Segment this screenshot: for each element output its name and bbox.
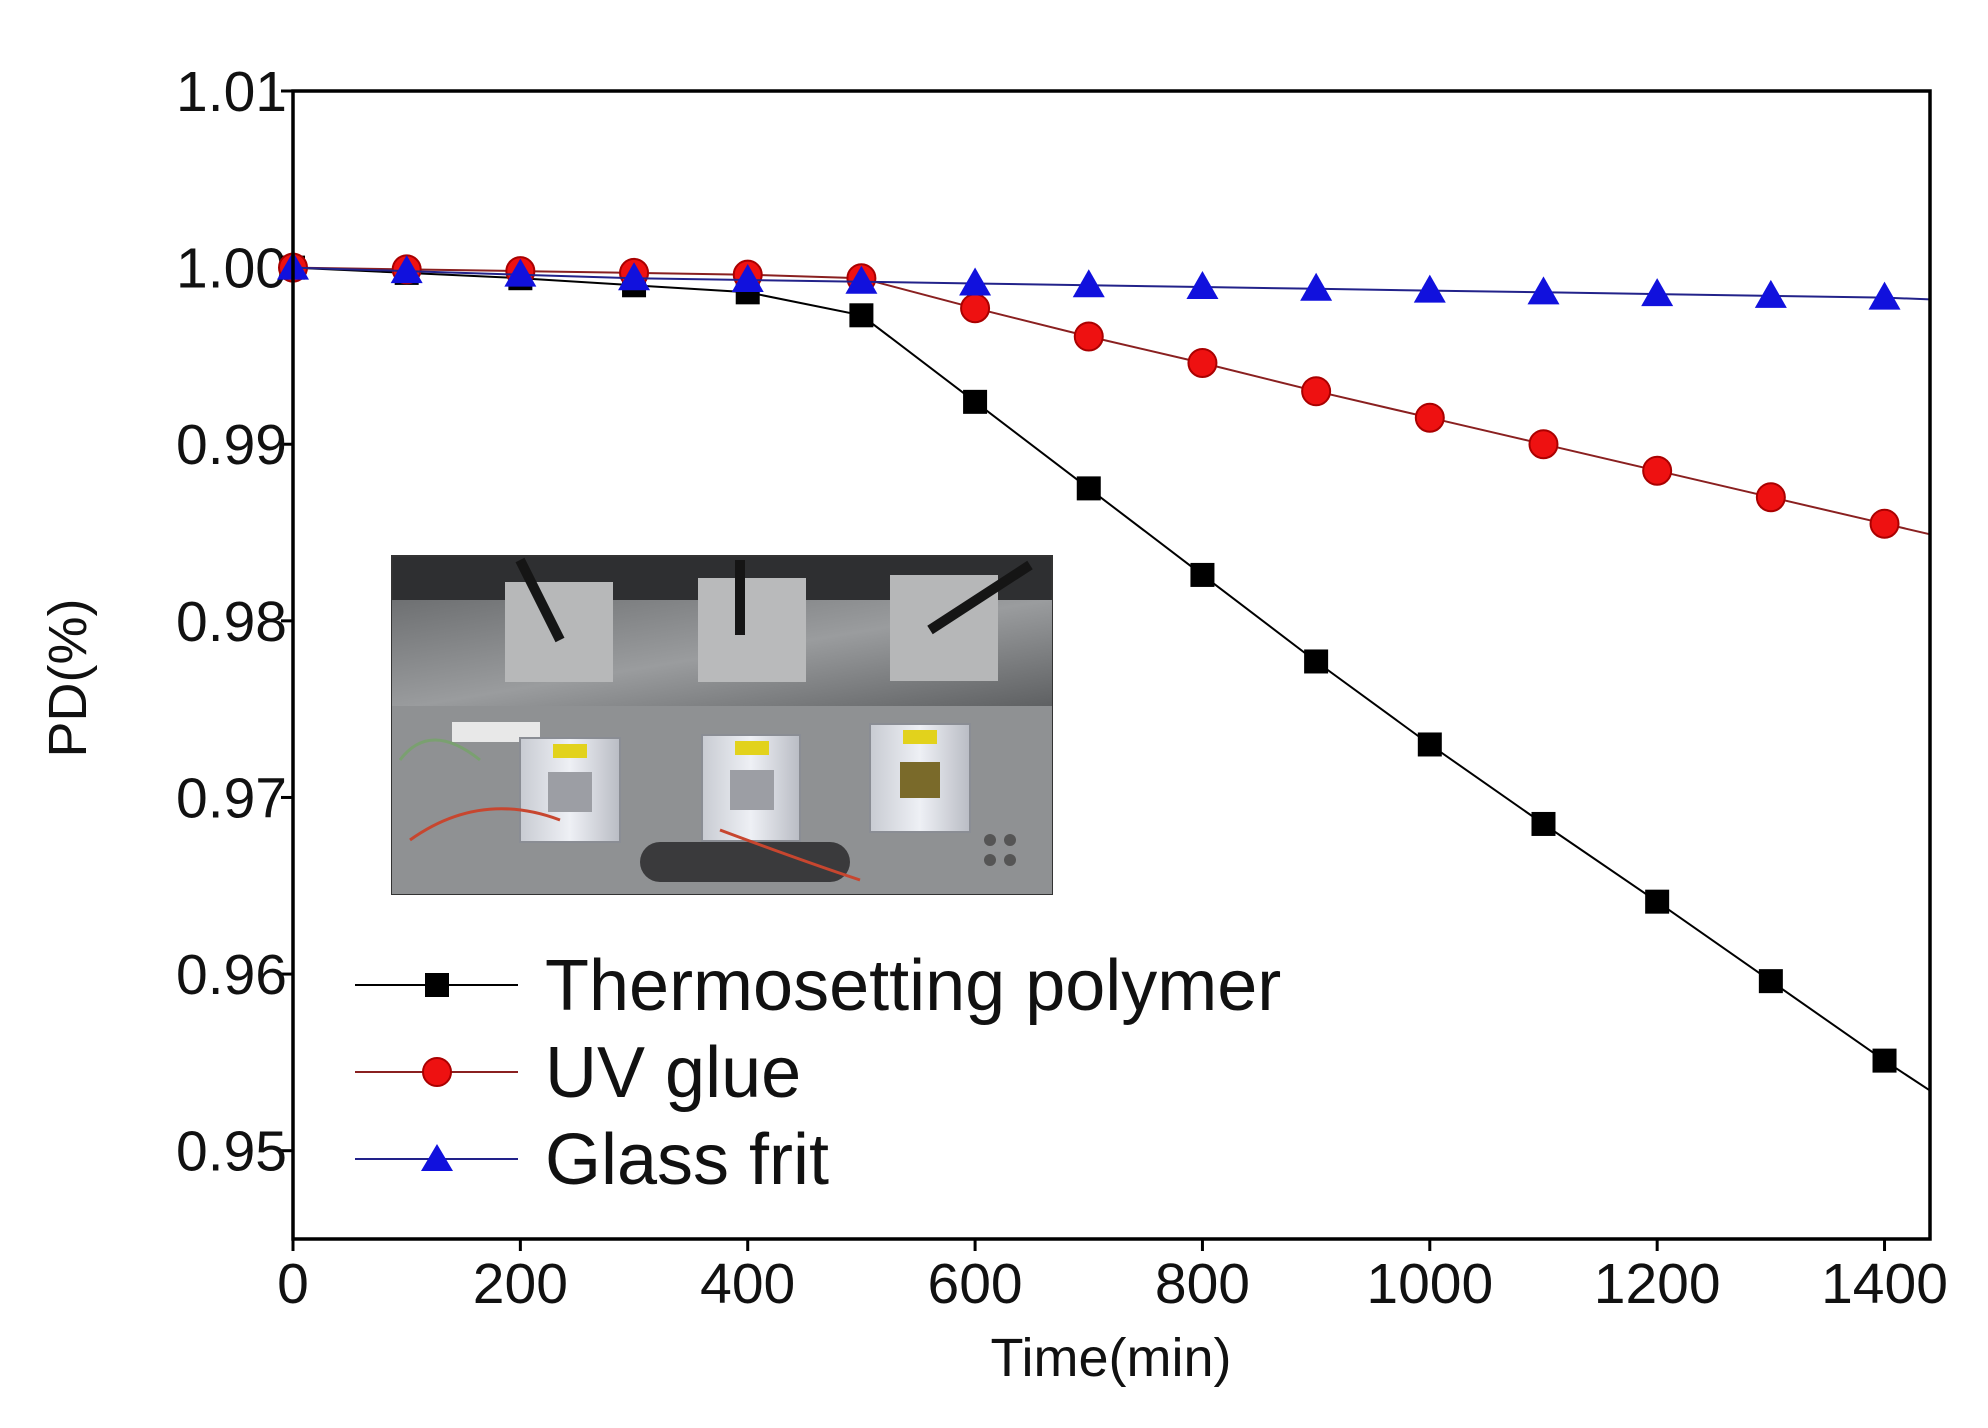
data-point (963, 389, 988, 414)
x-tick-label: 1200 (1594, 1252, 1721, 1316)
legend-label-uv-glue: UV glue (545, 1033, 801, 1113)
data-point (731, 263, 764, 292)
legend-marker-triangle (421, 1144, 453, 1171)
series-line-thermosetting-polymer (292, 266, 1931, 1092)
x-tick-label: 1400 (1821, 1252, 1948, 1316)
y-tick-label: 0.99 (176, 413, 287, 477)
data-point (960, 293, 991, 324)
data-point (1304, 649, 1329, 674)
data-point (390, 255, 423, 284)
data-point (1868, 281, 1901, 310)
legend-entry-thermosetting-polymer: Thermosetting polymer (355, 946, 1281, 1026)
x-tick-label: 600 (928, 1252, 1023, 1316)
data-point (618, 262, 651, 291)
data-point (1417, 732, 1442, 757)
y-tick-label: 0.96 (176, 943, 287, 1007)
legend-marker-circle (422, 1057, 452, 1087)
data-point (1076, 476, 1101, 501)
data-point (1073, 321, 1104, 352)
data-point (1186, 271, 1219, 300)
data-point (1642, 455, 1673, 486)
data-point (504, 258, 537, 287)
legend-label-glass-frit: Glass frit (545, 1120, 829, 1200)
data-point (1872, 1048, 1897, 1073)
data-point (1301, 376, 1332, 407)
legend-marker-square (425, 973, 449, 997)
x-tick-label: 200 (473, 1252, 568, 1316)
data-point (1300, 272, 1333, 301)
legend-entry-uv-glue: UV glue (355, 1033, 801, 1113)
legend-entry-glass-frit: Glass frit (355, 1120, 829, 1200)
x-tick-label: 0 (277, 1252, 309, 1316)
data-point (1869, 508, 1900, 539)
y-tick-label: 0.98 (176, 590, 287, 654)
data-point (1528, 429, 1559, 460)
data-point (1413, 274, 1446, 303)
x-tick-label: 400 (700, 1252, 795, 1316)
data-point (845, 265, 878, 294)
data-point (1190, 562, 1215, 587)
x-tick-label: 800 (1155, 1252, 1250, 1316)
data-point (1754, 279, 1787, 308)
data-point (1755, 482, 1786, 513)
series-line-uv-glue (292, 266, 1931, 536)
series-line-glass-frit (292, 266, 1931, 301)
axis-ticks: 0 200 400 600 800 1000 1200 1400 0.95 0.96 0.97 0.9… (176, 60, 1948, 1316)
data-point (849, 303, 874, 328)
y-tick-label: 0.95 (176, 1120, 287, 1184)
x-axis-title: Time(min) (991, 1328, 1232, 1388)
x-tick-label: 1000 (1366, 1252, 1493, 1316)
legend-label-thermosetting-polymer: Thermosetting polymer (545, 946, 1281, 1026)
legend: Thermosetting polymer UV glue Glass frit (355, 946, 1281, 1200)
data-point (959, 267, 992, 296)
data-point (1531, 811, 1556, 836)
data-point (1072, 269, 1105, 298)
series-uv-glue (278, 252, 1931, 539)
y-tick-label: 1.00 (176, 237, 287, 301)
inset-photo (391, 555, 1053, 895)
plot-frame (291, 89, 1932, 1241)
data-point (1414, 402, 1445, 433)
y-axis-title: PD(%) (38, 599, 98, 758)
data-point (1187, 347, 1218, 378)
y-tick-label: 0.97 (176, 766, 287, 830)
data-point (1758, 969, 1783, 994)
y-tick-label: 1.01 (176, 60, 287, 124)
series-layer (277, 251, 1931, 1092)
data-point (1527, 276, 1560, 305)
data-point (1645, 889, 1670, 914)
data-point (1641, 278, 1674, 307)
